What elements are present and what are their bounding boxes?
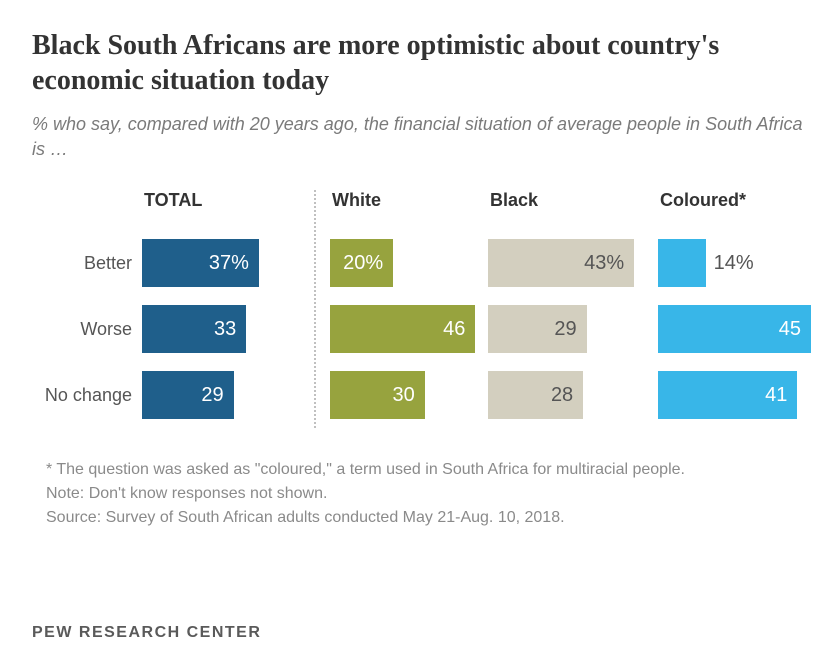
bar-total-better: 37% bbox=[142, 239, 259, 287]
header-spacer bbox=[32, 190, 142, 230]
group-white: White 20% 46 30 bbox=[318, 190, 488, 428]
bar-coloured-better: 14% bbox=[658, 239, 706, 287]
bar-coloured-worse: 45 bbox=[658, 305, 811, 353]
group-divider bbox=[314, 190, 316, 428]
footnote-note: Note: Don't know responses not shown. bbox=[46, 482, 808, 506]
chart-title: Black South Africans are more optimistic… bbox=[32, 28, 808, 98]
row-labels: Better Worse No change bbox=[32, 190, 142, 428]
group-coloured: Coloured* 14% 45 41 bbox=[658, 190, 828, 428]
bar-white-better: 20% bbox=[330, 239, 393, 287]
bar-white-nochange: 30 bbox=[330, 371, 425, 419]
col-header-black: Black bbox=[488, 190, 658, 230]
chart-subtitle: % who say, compared with 20 years ago, t… bbox=[32, 112, 808, 162]
brand-attribution: PEW RESEARCH CENTER bbox=[32, 624, 261, 642]
bar-black-better: 43% bbox=[488, 239, 634, 287]
footnote-source: Source: Survey of South African adults c… bbox=[46, 506, 808, 530]
col-header-white: White bbox=[330, 190, 488, 230]
row-label-better: Better bbox=[32, 230, 142, 296]
bar-coloured-nochange: 41 bbox=[658, 371, 797, 419]
footnote-star: * The question was asked as "coloured," … bbox=[46, 458, 808, 482]
chart-area: Better Worse No change TOTAL 37% 33 29 W… bbox=[32, 190, 808, 428]
bar-total-nochange: 29 bbox=[142, 371, 234, 419]
bar-total-worse: 33 bbox=[142, 305, 246, 353]
row-label-worse: Worse bbox=[32, 296, 142, 362]
bar-white-worse: 46 bbox=[330, 305, 475, 353]
group-black: Black 43% 29 28 bbox=[488, 190, 658, 428]
bar-black-worse: 29 bbox=[488, 305, 587, 353]
group-total: TOTAL 37% 33 29 bbox=[142, 190, 312, 428]
bar-black-nochange: 28 bbox=[488, 371, 583, 419]
row-label-nochange: No change bbox=[32, 362, 142, 428]
col-header-total: TOTAL bbox=[142, 190, 300, 230]
footnotes: * The question was asked as "coloured," … bbox=[32, 458, 808, 530]
col-header-coloured: Coloured* bbox=[658, 190, 828, 230]
